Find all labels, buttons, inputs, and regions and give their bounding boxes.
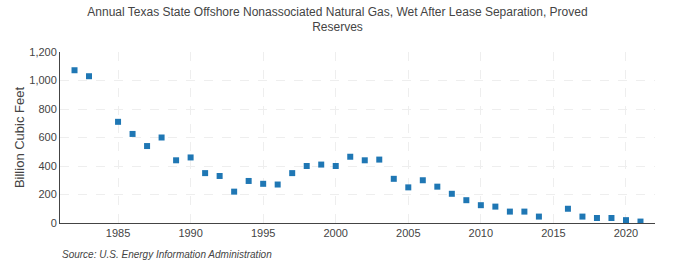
svg-text:2000: 2000 xyxy=(323,227,347,239)
svg-text:1,200: 1,200 xyxy=(29,46,57,58)
svg-text:Annual Texas State Offshore No: Annual Texas State Offshore Nonassociate… xyxy=(87,5,587,35)
svg-text:1985: 1985 xyxy=(106,227,130,239)
svg-text:200: 200 xyxy=(38,188,56,200)
svg-text:Source: U.S. Energy Informatio: Source: U.S. Energy Information Administ… xyxy=(62,249,272,260)
svg-text:1,000: 1,000 xyxy=(29,74,57,86)
svg-text:Billion Cubic Feet: Billion Cubic Feet xyxy=(12,87,27,189)
svg-text:0: 0 xyxy=(51,217,57,229)
svg-text:2005: 2005 xyxy=(396,227,420,239)
svg-text:2015: 2015 xyxy=(541,227,565,239)
svg-text:800: 800 xyxy=(38,103,56,115)
svg-text:400: 400 xyxy=(38,160,56,172)
svg-text:1990: 1990 xyxy=(178,227,202,239)
svg-text:1995: 1995 xyxy=(251,227,275,239)
svg-text:2010: 2010 xyxy=(469,227,493,239)
svg-text:600: 600 xyxy=(38,131,56,143)
svg-text:2020: 2020 xyxy=(614,227,638,239)
